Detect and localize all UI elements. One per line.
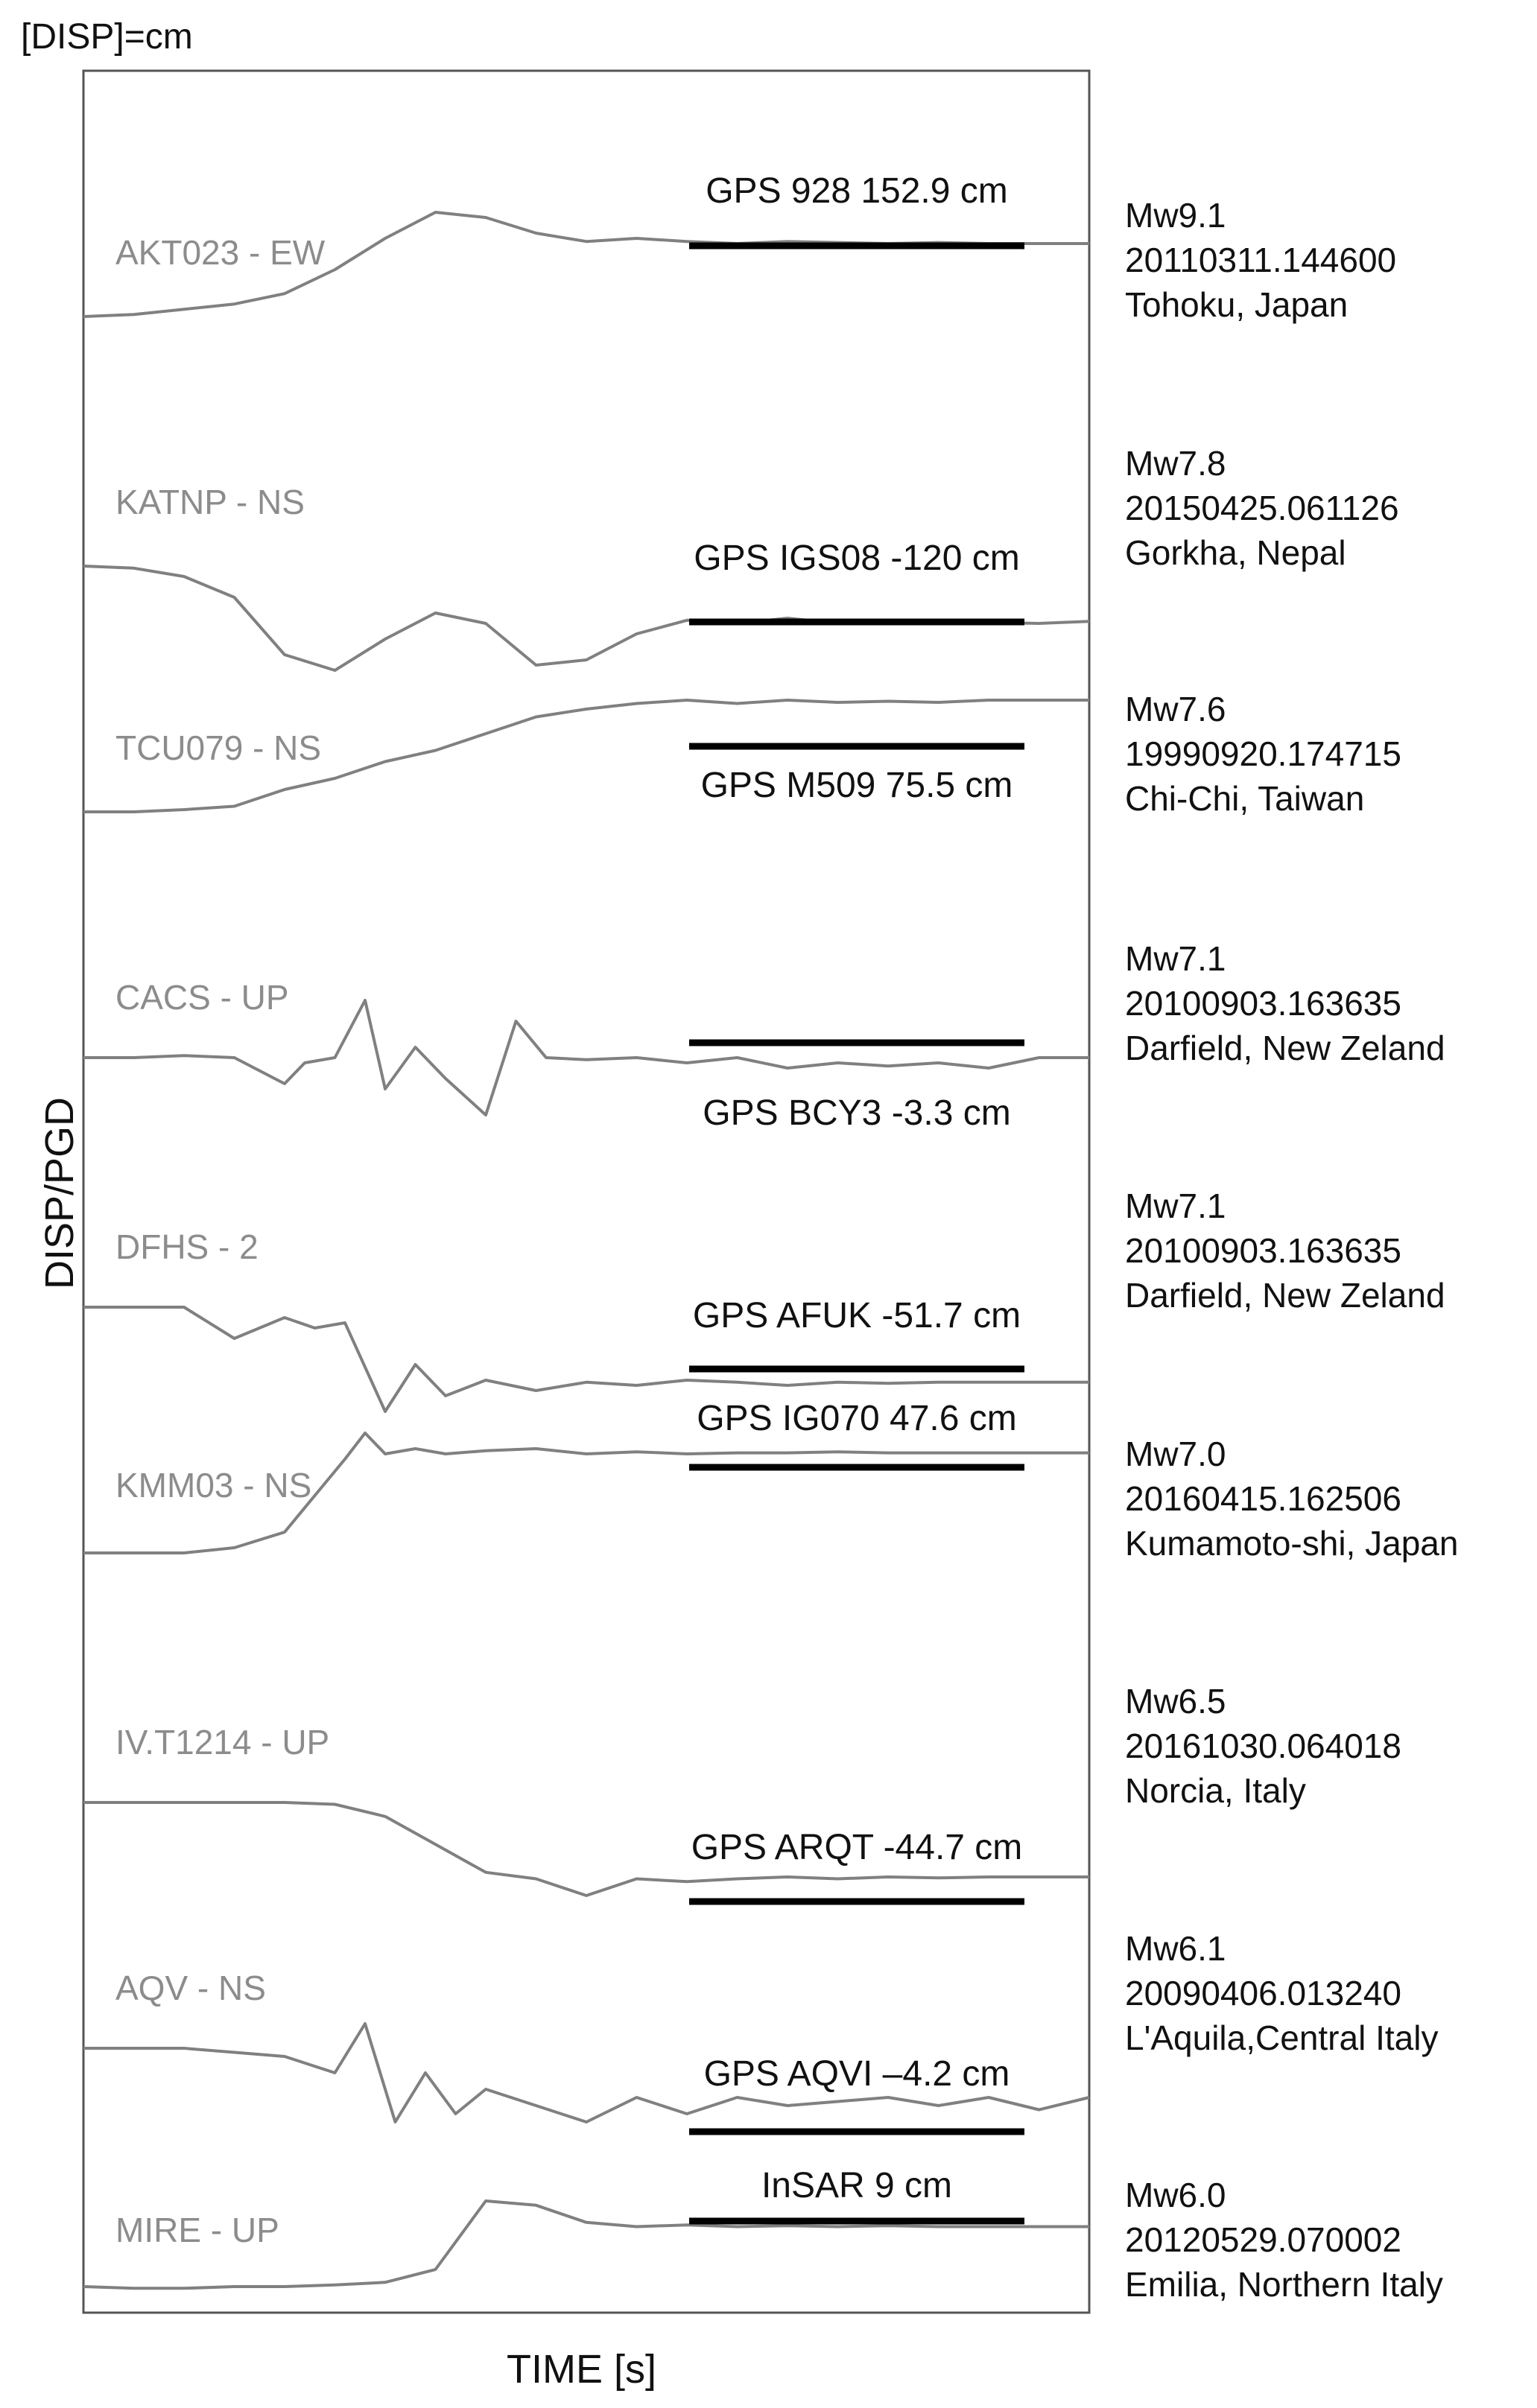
event-magnitude: Mw9.1 (1125, 196, 1226, 235)
event-location: Kumamoto-shi, Japan (1125, 1524, 1458, 1563)
reference-label: GPS 928 152.9 cm (706, 171, 1008, 211)
event-origin-time: 20100903.163635 (1125, 984, 1401, 1023)
event-origin-time: 19990920.174715 (1125, 734, 1401, 773)
event-magnitude: Mw7.1 (1125, 1186, 1226, 1225)
trace-line (83, 699, 1089, 813)
trace-label: CACS - UP (115, 978, 289, 1017)
reference-label: GPS M509 75.5 cm (701, 766, 1013, 805)
trace-label: KMM03 - NS (115, 1466, 311, 1505)
event-magnitude: Mw7.1 (1125, 939, 1226, 978)
trace-line (83, 2199, 1089, 2290)
y-axis-label: DISP/PGD (37, 1096, 82, 1289)
trace-line (83, 2022, 1090, 2123)
trace-label: MIRE - UP (115, 2211, 279, 2249)
event-location: L'Aquila,Central Italy (1125, 2018, 1438, 2057)
event-origin-time: 20100903.163635 (1125, 1231, 1401, 1270)
event-magnitude: Mw7.0 (1125, 1435, 1226, 1473)
trace-label: TCU079 - NS (115, 728, 321, 767)
trace-label: AKT023 - EW (115, 233, 326, 272)
unit-label: [DISP]=cm (21, 17, 193, 57)
event-location: Emilia, Northern Italy (1125, 2265, 1443, 2304)
reference-label: GPS BCY3 -3.3 cm (703, 1093, 1010, 1133)
event-location: Tohoku, Japan (1125, 285, 1348, 324)
event-magnitude: Mw6.1 (1125, 1929, 1226, 1968)
trace-label: IV.T1214 - UP (115, 1723, 329, 1761)
event-origin-time: 20120529.070002 (1125, 2220, 1401, 2259)
event-location: Chi-Chi, Taiwan (1125, 779, 1364, 818)
event-location: Darfield, New Zeland (1125, 1029, 1445, 1067)
trace-line (83, 1306, 1089, 1413)
reference-label: GPS IGS08 -120 cm (694, 539, 1020, 578)
event-location: Darfield, New Zeland (1125, 1276, 1445, 1315)
trace-line (83, 565, 1090, 672)
reference-label: GPS AQVI –4.2 cm (704, 2054, 1010, 2094)
trace-line (83, 1432, 1089, 1554)
event-magnitude: Mw7.6 (1125, 690, 1226, 728)
event-location: Gorkha, Nepal (1125, 533, 1346, 572)
event-location: Norcia, Italy (1125, 1771, 1306, 1810)
trace-label: KATNP - NS (115, 483, 305, 521)
reference-label: GPS IG070 47.6 cm (697, 1399, 1017, 1438)
trace-label: AQV - NS (115, 1969, 266, 2007)
event-magnitude: Mw6.0 (1125, 2176, 1226, 2214)
event-origin-time: 20160415.162506 (1125, 1479, 1401, 1518)
reference-label: GPS ARQT -44.7 cm (691, 1828, 1023, 1867)
trace-line (83, 999, 1089, 1116)
event-origin-time: 20090406.013240 (1125, 1974, 1401, 2013)
event-magnitude: Mw6.5 (1125, 1682, 1226, 1721)
event-magnitude: Mw7.8 (1125, 444, 1226, 483)
trace-line (83, 1801, 1089, 1897)
trace-label: DFHS - 2 (115, 1227, 259, 1266)
event-origin-time: 20161030.064018 (1125, 1726, 1401, 1765)
event-origin-time: 20150425.061126 (1125, 489, 1399, 527)
reference-label: GPS AFUK -51.7 cm (693, 1296, 1021, 1335)
x-axis-label: TIME [s] (507, 2347, 656, 2392)
plot-frame (82, 69, 1091, 2314)
reference-label: InSAR 9 cm (761, 2166, 952, 2205)
event-origin-time: 20110311.144600 (1125, 241, 1396, 279)
